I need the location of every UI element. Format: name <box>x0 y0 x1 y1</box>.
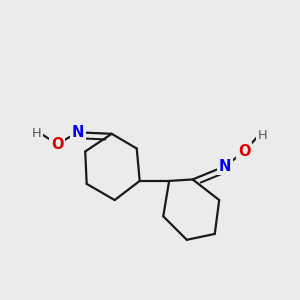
Text: H: H <box>258 129 267 142</box>
Text: N: N <box>219 159 231 174</box>
Text: O: O <box>238 144 250 159</box>
Text: N: N <box>72 125 84 140</box>
Text: O: O <box>51 136 64 152</box>
Text: H: H <box>32 127 41 140</box>
